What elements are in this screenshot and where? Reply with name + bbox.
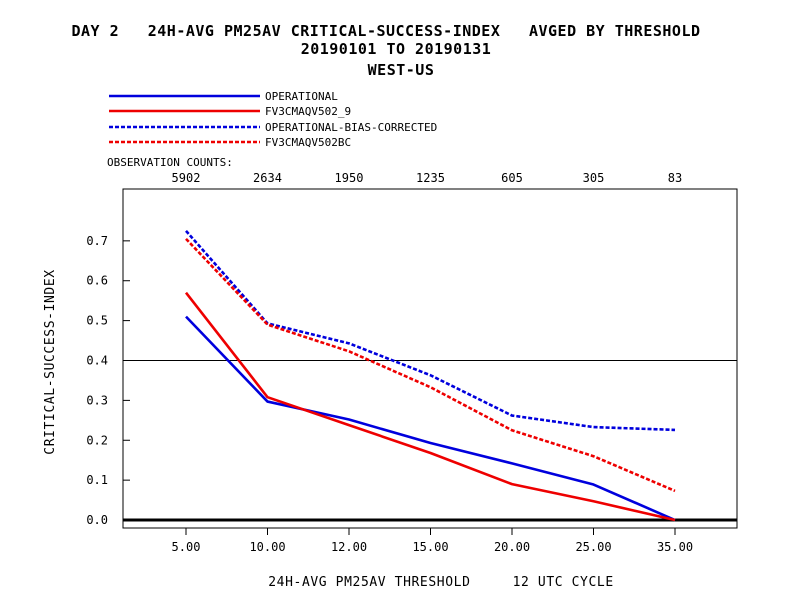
series-line-fv3cmaqv502bc (185, 237, 676, 493)
observation-count-1: 2634 (253, 171, 282, 185)
x-tick-label-0: 5.00 (172, 540, 201, 554)
x-tick-label-5: 25.00 (575, 540, 611, 554)
y-tick-label-6: 0.6 (86, 274, 108, 288)
reference-line-group (123, 359, 737, 522)
series-line-operational-bias-corrected (185, 230, 676, 432)
y-axis-label: CRITICAL-SUCCESS-INDEX (43, 269, 58, 454)
legend-label-operational: OPERATIONAL (265, 90, 338, 103)
plot-frame (122, 188, 738, 529)
chart-region: WEST-US (368, 61, 435, 79)
x-tick-label-6: 35.00 (657, 540, 693, 554)
observation-counts: 5902 2634 1950 1235 605 305 83 (172, 171, 683, 185)
observation-count-2: 1950 (335, 171, 364, 185)
observation-count-5: 305 (583, 171, 605, 185)
y-tick-label-7: 0.7 (86, 234, 108, 248)
y-tick-label-5: 0.5 (86, 314, 108, 328)
x-tick-label-3: 15.00 (412, 540, 448, 554)
series-lines (184, 230, 676, 522)
series-line-fv3cmaqv502-9 (184, 291, 676, 522)
chart-title: DAY 2 24H-AVG PM25AV CRITICAL-SUCCESS-IN… (71, 22, 700, 40)
series-line-operational (185, 315, 676, 522)
x-axis-label: 24H-AVG PM25AV THRESHOLD 12 UTC CYCLE (268, 575, 614, 590)
x-tick-label-1: 10.00 (249, 540, 285, 554)
x-axis-ticks: 5.00 10.00 12.00 15.00 20.00 25.00 35.00 (172, 528, 693, 554)
observation-count-4: 605 (501, 171, 523, 185)
y-tick-label-3: 0.3 (86, 393, 108, 407)
legend-label-fv3cmaq: FV3CMAQV502_9 (265, 105, 351, 118)
y-tick-label-2: 0.2 (86, 433, 108, 447)
observation-counts-label: OBSERVATION COUNTS: (107, 156, 233, 169)
legend-label-fv3cmaq-bc: FV3CMAQV502BC (265, 136, 351, 149)
y-tick-label-4: 0.4 (86, 353, 108, 367)
observation-count-0: 5902 (172, 171, 201, 185)
y-tick-label-0: 0.0 (86, 513, 108, 527)
chart-date-range: 20190101 TO 20190131 (301, 40, 492, 58)
observation-count-6: 83 (668, 171, 682, 185)
legend: OPERATIONAL FV3CMAQV502_9 OPERATIONAL-BI… (107, 90, 437, 169)
observation-count-3: 1235 (416, 171, 445, 185)
x-tick-label-2: 12.00 (331, 540, 367, 554)
y-tick-label-1: 0.1 (86, 473, 108, 487)
x-tick-label-4: 20.00 (494, 540, 530, 554)
y-axis-ticks: 0.0 0.1 0.2 0.3 0.4 0.5 0.6 0.7 (86, 234, 130, 527)
legend-label-operational-bc: OPERATIONAL-BIAS-CORRECTED (265, 121, 437, 134)
